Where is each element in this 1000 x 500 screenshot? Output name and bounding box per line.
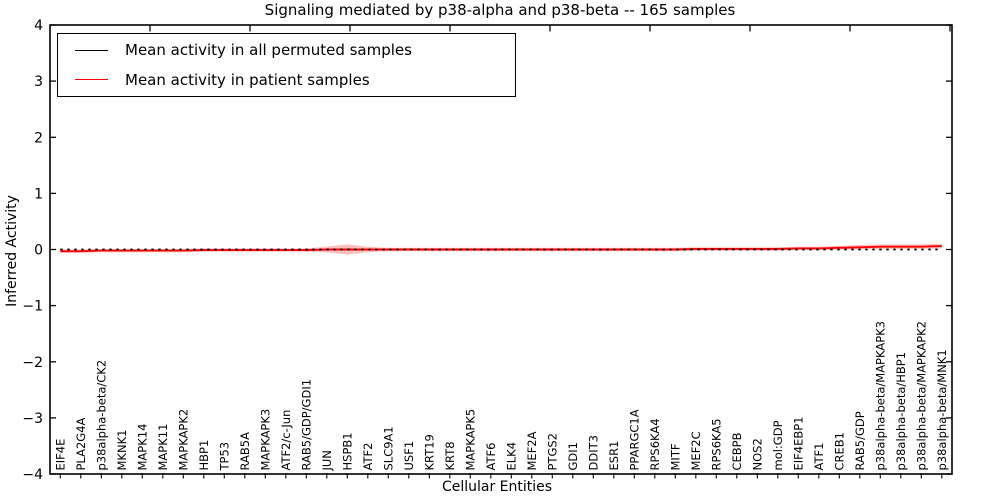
x-tick-label: RAB5/GDP/GDI1 <box>299 379 313 471</box>
x-tick-label: NOS2 <box>750 438 764 470</box>
x-tick-label: ELK4 <box>504 442 518 471</box>
x-tick-label: MEF2A <box>525 431 539 470</box>
x-tick-label: ATF1 <box>812 443 826 471</box>
y-tick-label: −4 <box>22 467 43 483</box>
x-tick-label: JUN <box>320 450 334 471</box>
y-tick-label: 0 <box>34 243 43 259</box>
y-tick-label: 2 <box>34 130 43 146</box>
legend-line-sample-black <box>75 49 108 51</box>
x-tick-label: p38alpha-beta/MNK1 <box>935 349 949 470</box>
legend-entry-patient: Mean activity in patient samples <box>58 67 515 93</box>
x-tick-label: ATF6 <box>484 443 498 471</box>
x-tick-label: PLA2G4A <box>74 417 88 470</box>
y-tick-label: 1 <box>34 186 43 202</box>
legend: Mean activity in all permuted samples Me… <box>57 33 516 97</box>
x-tick-label: HSPB1 <box>340 432 354 470</box>
x-tick-label: CEBPB <box>730 432 744 470</box>
legend-label-patient: Mean activity in patient samples <box>125 70 370 89</box>
y-tick-label: −2 <box>22 355 43 371</box>
x-tick-label: USF1 <box>402 441 416 471</box>
x-tick-label: GDI1 <box>566 442 580 470</box>
x-tick-label: MKNK1 <box>115 430 129 471</box>
x-tick-label: MAPK14 <box>135 424 149 471</box>
chart-title: Signaling mediated by p38-alpha and p38-… <box>264 1 736 19</box>
y-tick-label: 4 <box>34 18 43 34</box>
x-tick-label: ATF2/c-Jun <box>279 410 293 471</box>
x-tick-label: ESR1 <box>607 441 621 471</box>
x-tick-label: p38alpha-beta/HBP1 <box>894 352 908 471</box>
x-tick-label: MITF <box>668 444 682 471</box>
x-tick-label: MEF2C <box>689 431 703 470</box>
y-tick-label: 3 <box>34 74 43 90</box>
x-tick-label: CREB1 <box>832 432 846 471</box>
x-tick-label: RAB5/GDP <box>853 411 867 470</box>
x-tick-label: MAPKAPK3 <box>258 409 272 471</box>
x-tick-label: DDIT3 <box>586 435 600 470</box>
legend-line-sample-red <box>75 79 108 81</box>
x-tick-label: MAPKAPK5 <box>463 409 477 471</box>
x-tick-label: SLC9A1 <box>381 426 395 470</box>
x-tick-label: PTGS2 <box>545 433 559 471</box>
x-tick-label: p38alpha-beta/MAPKAPK2 <box>914 321 928 471</box>
x-tick-label: p38alpha-beta/MAPKAPK3 <box>873 321 887 471</box>
x-tick-label: EIF4EBP1 <box>791 417 805 471</box>
x-tick-label: RAB5A <box>238 432 252 471</box>
x-tick-label: RPS6KA5 <box>709 418 723 470</box>
y-tick-label: −1 <box>22 299 43 315</box>
x-tick-label: mol:GDP <box>771 420 785 470</box>
y-tick-label: −3 <box>22 411 43 427</box>
x-tick-label: EIF4E <box>53 439 67 471</box>
x-tick-label: KRT19 <box>422 434 436 470</box>
x-tick-label: RPS6KA4 <box>648 418 662 470</box>
legend-label-permuted: Mean activity in all permuted samples <box>125 41 412 60</box>
x-tick-label: ATF2 <box>361 443 375 471</box>
x-axis-label: Cellular Entities <box>441 479 553 495</box>
x-tick-label: MAPKAPK2 <box>176 409 190 471</box>
x-tick-label: PPARGC1A <box>627 409 641 470</box>
x-tick-label: TP53 <box>217 442 231 472</box>
patient-mean-line <box>60 245 942 253</box>
x-tick-label: KRT8 <box>443 441 457 470</box>
legend-entry-permuted: Mean activity in all permuted samples <box>58 37 515 63</box>
x-tick-label: MAPK11 <box>156 424 170 471</box>
y-axis-label: Inferred Activity <box>4 195 20 307</box>
x-tick-label: p38alpha-beta/CK2 <box>94 360 108 471</box>
x-tick-label: HBP1 <box>197 440 211 471</box>
